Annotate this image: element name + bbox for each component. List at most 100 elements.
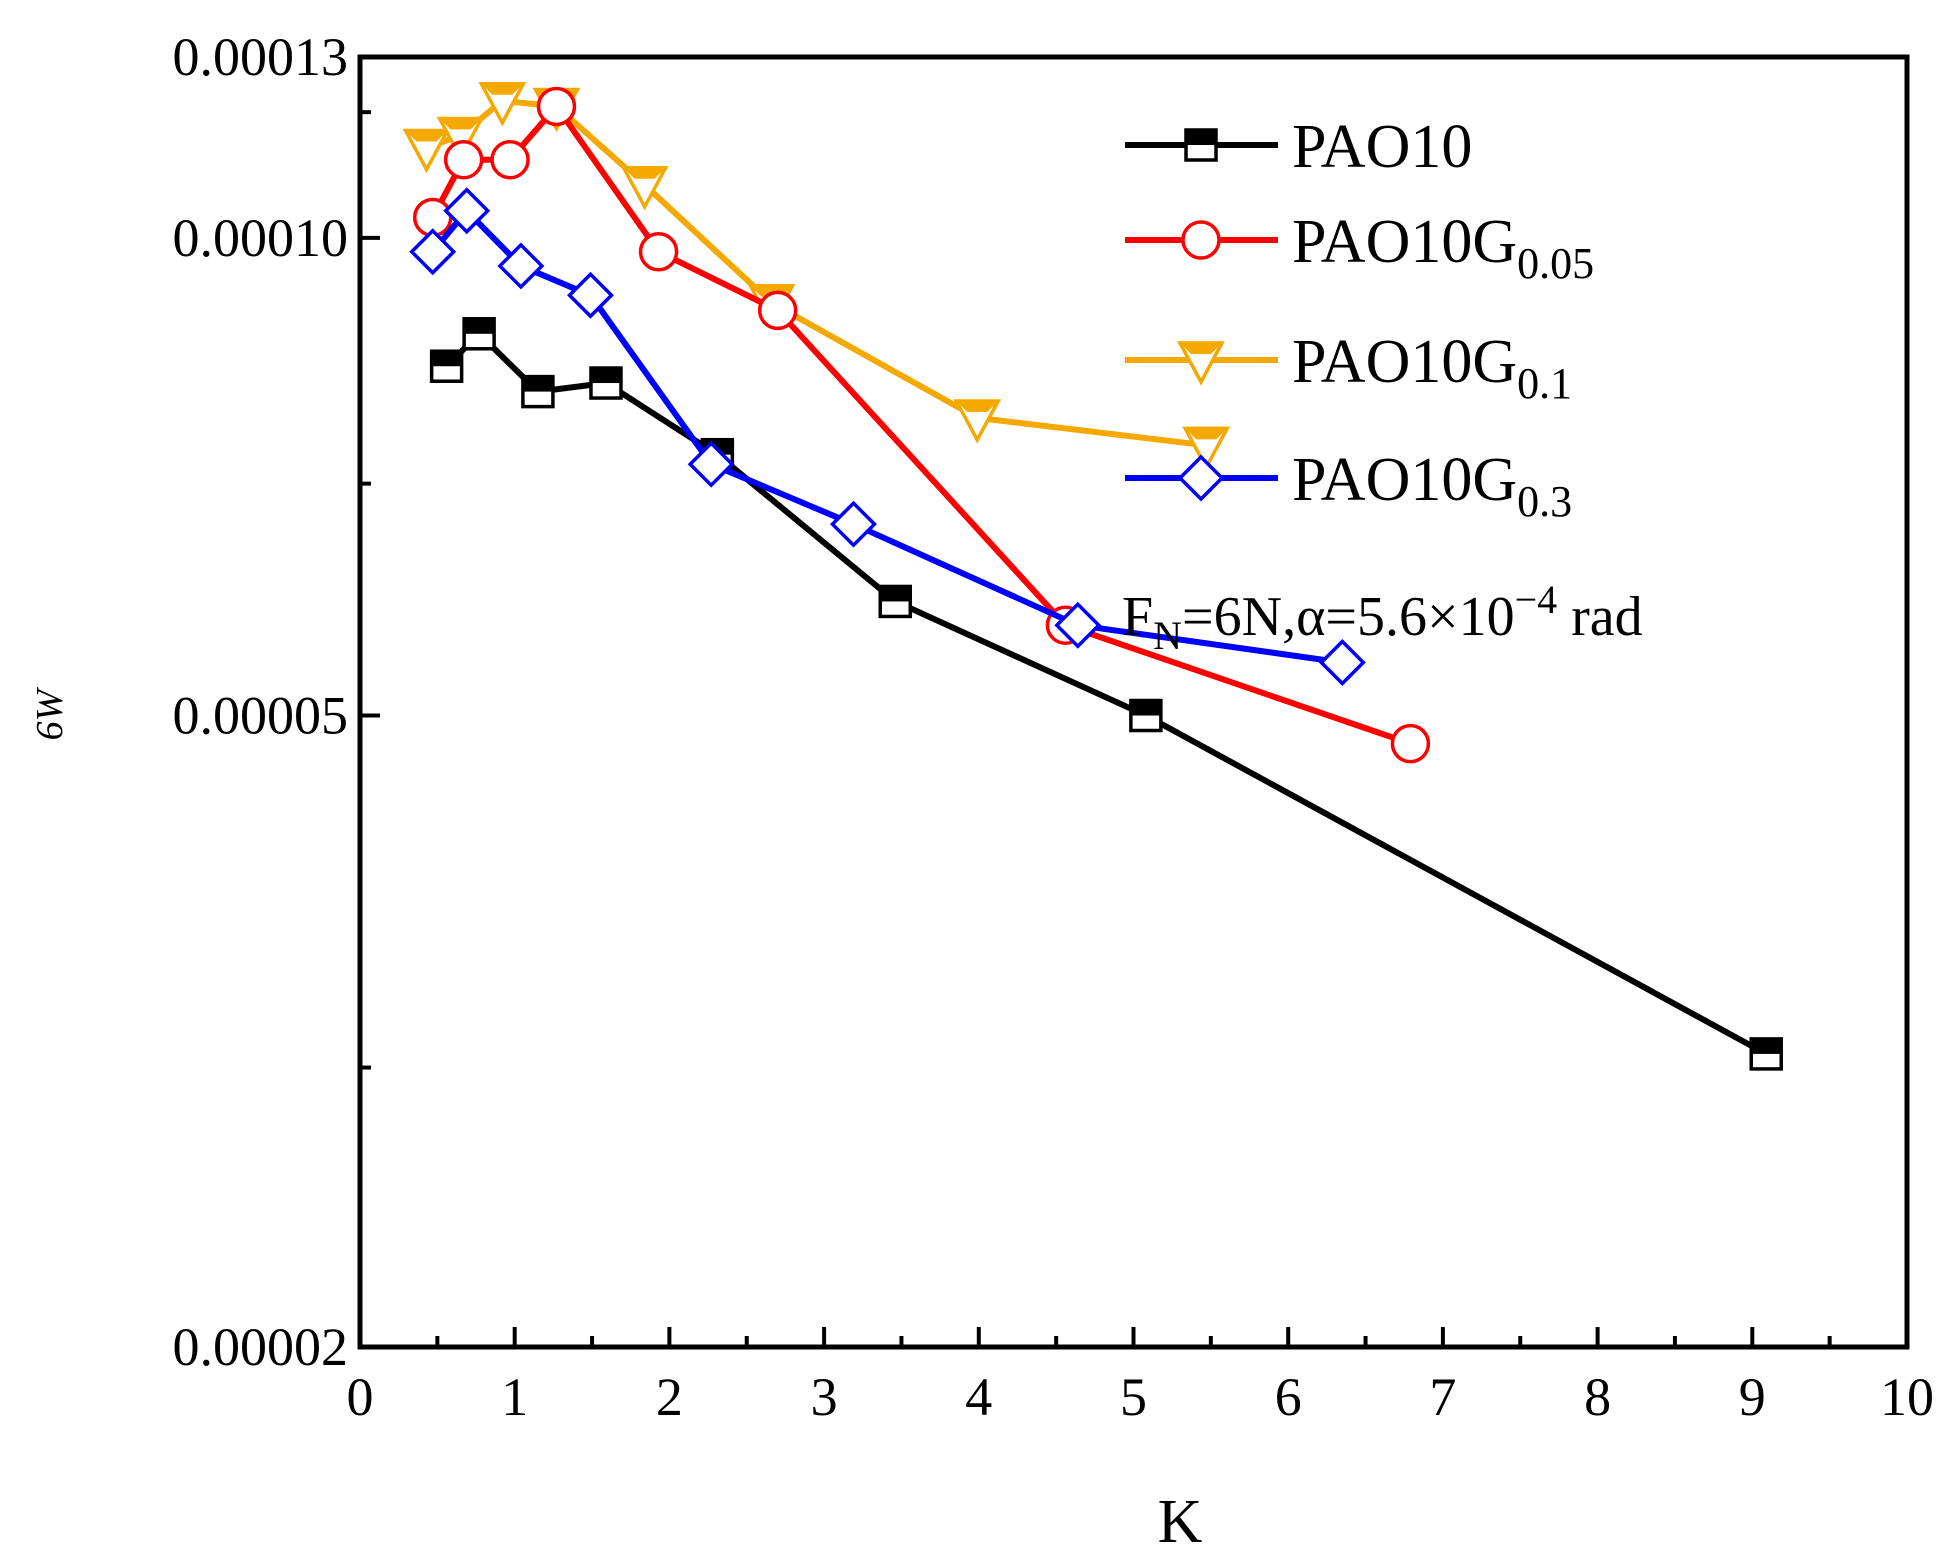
- data-point: [1184, 128, 1218, 162]
- series-line: [444, 330, 1768, 1057]
- y-tick-label: 0.00005: [173, 686, 349, 746]
- data-point: [409, 228, 457, 276]
- marker-diamond: [830, 500, 877, 548]
- marker-square-fill: [1130, 700, 1161, 716]
- legend-label-base: PAO10G: [1292, 328, 1517, 396]
- marker-circle: [443, 139, 484, 180]
- marker-square-fill: [464, 318, 495, 334]
- data-point: [1177, 454, 1225, 502]
- annotation-middle: =6N,α=5.6×10: [1182, 586, 1515, 648]
- marker-circle: [536, 86, 577, 127]
- legend-item: PAO10G0.3: [1125, 446, 1572, 526]
- data-point: [443, 139, 484, 180]
- series-layer: [402, 82, 1783, 1071]
- data-point: [1177, 341, 1225, 386]
- x-tick-label: 10: [1880, 1367, 1934, 1427]
- marker-circle: [638, 231, 679, 272]
- data-point: [429, 349, 464, 383]
- data-point: [638, 231, 679, 272]
- x-tick-label: 5: [1120, 1367, 1147, 1427]
- marker-triangle-fill: [481, 83, 524, 95]
- data-point: [1390, 723, 1431, 764]
- data-point: [478, 82, 527, 127]
- marker-square-fill: [590, 368, 621, 384]
- marker-square-fill: [431, 351, 462, 367]
- x-tick-label: 8: [1584, 1367, 1611, 1427]
- series-pao10g0-05: [412, 86, 1431, 764]
- x-tick-label: 0: [347, 1367, 374, 1427]
- y-tick-label: 0.00013: [173, 27, 349, 87]
- annotation-sup: −4: [1515, 577, 1558, 622]
- annotation-prefix: F: [1122, 586, 1153, 648]
- data-point: [757, 290, 798, 331]
- legend-label: PAO10G0.05: [1292, 208, 1594, 288]
- y-tick-label: 0.00010: [173, 208, 349, 268]
- axis-ticks: 0 1 2 3 4 5 6 7 8 9 10 0.00002 0.00005 0.00010 0.00013: [173, 27, 1935, 1427]
- marker-triangle-fill: [1180, 343, 1222, 354]
- legend-label-sub: 0.05: [1517, 239, 1594, 288]
- x-tick-label: 2: [656, 1367, 683, 1427]
- legend-item: PAO10: [1125, 113, 1472, 181]
- data-point: [497, 242, 545, 290]
- marker-triangle-fill: [405, 130, 448, 142]
- marker-triangle-fill: [1185, 428, 1228, 440]
- data-point: [687, 440, 735, 488]
- legend-label: PAO10G0.1: [1292, 328, 1572, 408]
- data-point: [490, 139, 530, 180]
- legend-label: PAO10G0.3: [1292, 446, 1572, 526]
- legend-item: PAO10G0.05: [1125, 208, 1594, 288]
- data-point: [1749, 1037, 1783, 1071]
- data-point: [443, 187, 491, 235]
- x-axis-label: K: [1158, 1488, 1203, 1556]
- x-tick-label: 6: [1275, 1367, 1302, 1427]
- x-tick-label: 3: [811, 1367, 838, 1427]
- annotation-prefix-sub: N: [1153, 613, 1182, 658]
- series-line: [430, 103, 1412, 747]
- marker-diamond: [443, 187, 491, 235]
- marker-diamond: [1318, 639, 1366, 686]
- series-pao10: [429, 317, 1783, 1071]
- marker-diamond: [1177, 454, 1225, 502]
- data-point: [1054, 601, 1102, 649]
- data-point: [462, 317, 496, 351]
- legend-label: PAO10: [1292, 113, 1472, 181]
- x-tick-label: 9: [1739, 1367, 1766, 1427]
- x-tick-label: 1: [501, 1367, 528, 1427]
- marker-triangle-fill: [956, 400, 999, 412]
- annotation-suffix: rad: [1557, 586, 1643, 648]
- legend-label-base: PAO10: [1292, 113, 1472, 181]
- marker-diamond: [409, 228, 457, 276]
- marker-circle: [757, 290, 798, 331]
- x-tick-label: 7: [1429, 1367, 1456, 1427]
- legend-label-sub: 0.3: [1517, 477, 1572, 526]
- legend-item: PAO10G0.1: [1125, 328, 1572, 408]
- marker-square-fill: [880, 586, 911, 602]
- data-point: [878, 584, 913, 619]
- data-point: [567, 271, 614, 319]
- data-point: [436, 116, 485, 162]
- data-point: [1182, 426, 1231, 472]
- x-tick-label: 4: [965, 1367, 992, 1427]
- y-axis-label: 6W: [29, 686, 71, 740]
- marker-triangle-fill: [439, 118, 482, 130]
- data-point: [953, 399, 1002, 444]
- data-point: [1129, 698, 1163, 733]
- data-point: [589, 366, 623, 400]
- marker-circle: [1181, 220, 1221, 260]
- legend-label-sub: 0.1: [1517, 359, 1572, 408]
- marker-circle: [490, 139, 530, 180]
- marker-diamond: [1054, 601, 1102, 649]
- marker-square-fill: [522, 376, 553, 392]
- marker-diamond: [687, 440, 735, 488]
- legend-label-base: PAO10G: [1292, 446, 1517, 514]
- marker-square-fill: [1751, 1038, 1782, 1054]
- marker-diamond: [497, 242, 545, 290]
- data-point: [830, 500, 877, 548]
- data-point: [536, 86, 577, 127]
- conditions-annotation: FN=6N,α=5.6×10−4 rad: [1122, 577, 1643, 658]
- y-tick-label: 0.00002: [173, 1317, 349, 1377]
- marker-triangle-fill: [623, 167, 666, 179]
- marker-square-fill: [1186, 130, 1216, 145]
